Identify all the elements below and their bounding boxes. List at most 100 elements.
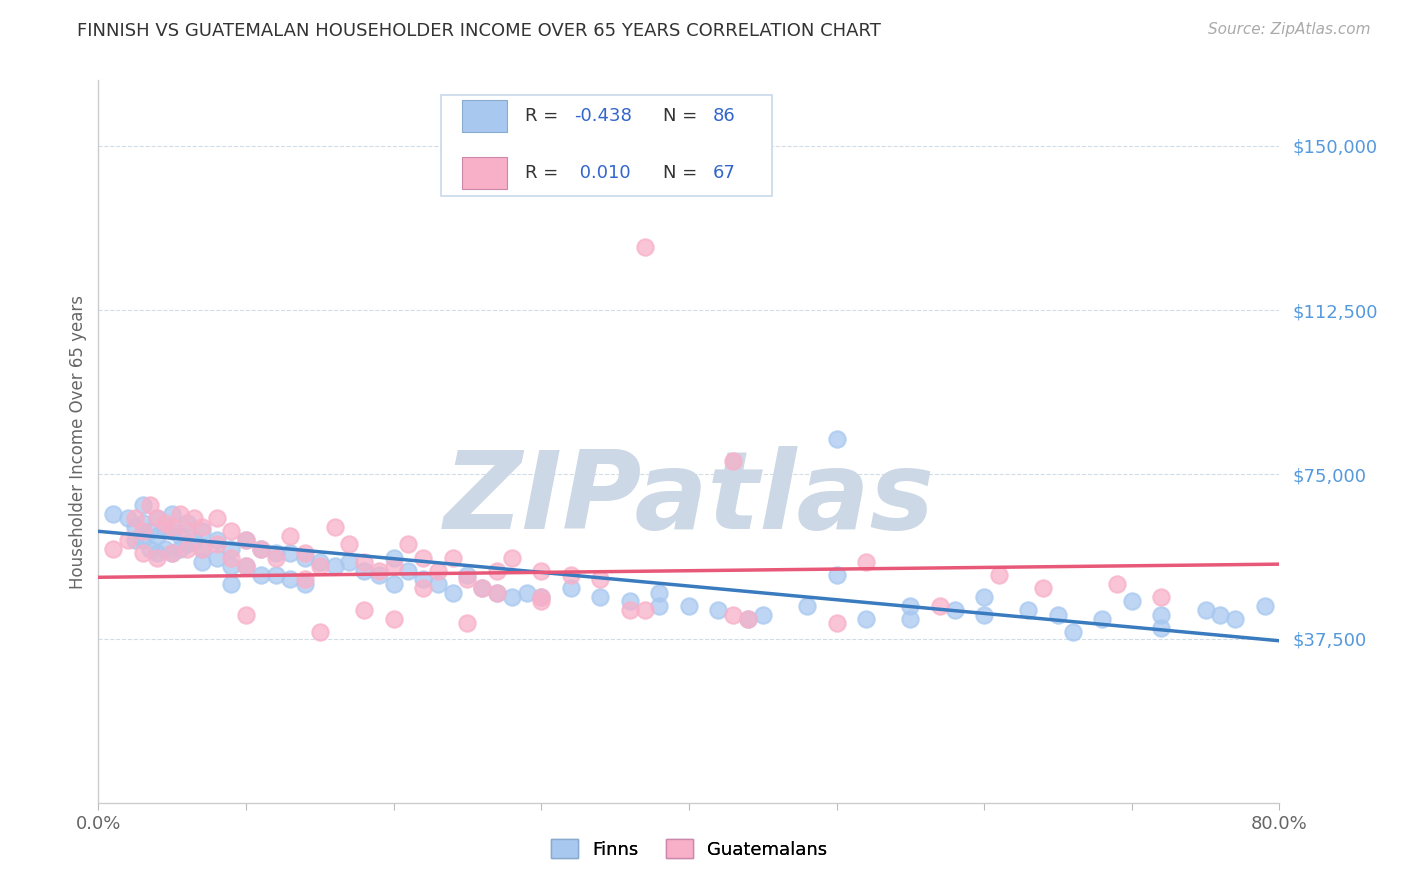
- Point: [353, 555, 375, 569]
- Point: [589, 573, 612, 587]
- Point: [855, 612, 877, 626]
- Point: [1046, 607, 1070, 622]
- Point: [1121, 594, 1143, 608]
- Point: [648, 585, 671, 599]
- Point: [176, 516, 198, 530]
- Point: [191, 520, 214, 534]
- Point: [825, 616, 848, 631]
- Text: -0.438: -0.438: [575, 107, 633, 125]
- Point: [589, 590, 612, 604]
- Point: [264, 546, 287, 560]
- Point: [221, 577, 243, 591]
- Point: [678, 599, 700, 613]
- Point: [1150, 621, 1173, 635]
- Point: [250, 568, 273, 582]
- Point: [162, 546, 183, 560]
- Point: [752, 607, 775, 622]
- Point: [250, 541, 273, 556]
- Point: [139, 524, 162, 539]
- Point: [368, 568, 391, 582]
- Point: [235, 559, 257, 574]
- Y-axis label: Householder Income Over 65 years: Householder Income Over 65 years: [69, 294, 87, 589]
- Point: [796, 599, 818, 613]
- Point: [235, 607, 257, 622]
- Point: [235, 533, 257, 547]
- Point: [191, 541, 214, 556]
- Point: [530, 594, 553, 608]
- Point: [162, 507, 183, 521]
- Point: [530, 564, 553, 578]
- Text: R =: R =: [524, 164, 564, 182]
- Point: [117, 511, 139, 525]
- Point: [501, 550, 523, 565]
- Point: [162, 546, 183, 560]
- Point: [153, 520, 176, 534]
- Point: [1062, 625, 1084, 640]
- Point: [176, 524, 198, 539]
- Text: 86: 86: [713, 107, 735, 125]
- Point: [486, 585, 509, 599]
- Point: [221, 550, 243, 565]
- Point: [457, 568, 479, 582]
- Point: [737, 612, 759, 626]
- Point: [124, 511, 146, 525]
- FancyBboxPatch shape: [441, 95, 772, 196]
- Point: [169, 541, 191, 556]
- Point: [221, 559, 243, 574]
- Point: [619, 603, 641, 617]
- Point: [412, 550, 434, 565]
- Point: [294, 550, 316, 565]
- Point: [707, 603, 730, 617]
- Point: [441, 550, 464, 565]
- Point: [183, 533, 205, 547]
- Text: 67: 67: [713, 164, 735, 182]
- Point: [124, 533, 146, 547]
- Point: [221, 524, 243, 539]
- Point: [153, 516, 176, 530]
- Point: [162, 524, 183, 539]
- Point: [457, 616, 479, 631]
- Point: [235, 533, 257, 547]
- Point: [457, 573, 479, 587]
- Point: [516, 585, 538, 599]
- Point: [309, 559, 332, 574]
- Point: [183, 511, 205, 525]
- FancyBboxPatch shape: [463, 100, 508, 132]
- Point: [339, 555, 361, 569]
- Point: [634, 240, 657, 254]
- Point: [103, 507, 125, 521]
- Point: [235, 559, 257, 574]
- Point: [973, 607, 995, 622]
- Point: [486, 585, 509, 599]
- Point: [929, 599, 952, 613]
- Point: [353, 603, 375, 617]
- Text: FINNISH VS GUATEMALAN HOUSEHOLDER INCOME OVER 65 YEARS CORRELATION CHART: FINNISH VS GUATEMALAN HOUSEHOLDER INCOME…: [77, 22, 882, 40]
- Point: [191, 541, 214, 556]
- Point: [1018, 603, 1040, 617]
- Point: [146, 529, 169, 543]
- Point: [205, 550, 228, 565]
- Text: R =: R =: [524, 107, 564, 125]
- Point: [900, 599, 922, 613]
- Point: [412, 581, 434, 595]
- Point: [737, 612, 759, 626]
- Text: ZIPatlas: ZIPatlas: [443, 446, 935, 552]
- Point: [280, 529, 302, 543]
- Point: [1225, 612, 1247, 626]
- Point: [825, 433, 848, 447]
- Point: [1209, 607, 1232, 622]
- Point: [382, 559, 405, 574]
- Text: 0.010: 0.010: [575, 164, 631, 182]
- Point: [501, 590, 523, 604]
- Point: [1195, 603, 1218, 617]
- Point: [205, 537, 228, 551]
- FancyBboxPatch shape: [463, 157, 508, 189]
- Point: [309, 625, 332, 640]
- Point: [153, 541, 176, 556]
- Text: N =: N =: [664, 164, 703, 182]
- Point: [619, 594, 641, 608]
- Point: [412, 573, 434, 587]
- Point: [1150, 607, 1173, 622]
- Point: [162, 520, 183, 534]
- Point: [323, 559, 346, 574]
